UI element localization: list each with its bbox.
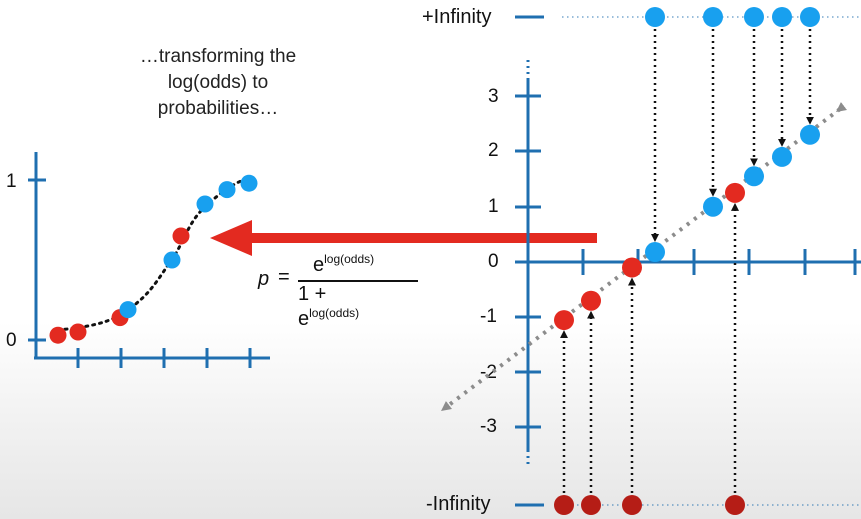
formula-fraction-bar (298, 280, 418, 282)
formula-denominator-exponent: log(odds) (309, 306, 360, 320)
left-y-tick-1: 1 (6, 171, 17, 192)
plus-infinity-point-4 (703, 7, 723, 27)
left-sigmoid-curve (56, 175, 252, 332)
formula-denominator: 1 + elog(odds) (298, 283, 359, 331)
formula-numerator: elog(odds) (313, 252, 374, 277)
right-point-1 (581, 290, 601, 311)
left-point-1 (69, 323, 87, 341)
plus-infinity-point-6 (744, 7, 764, 27)
minus-infinity-point-0 (554, 495, 574, 515)
left-point-7 (218, 181, 236, 199)
formula-numerator-base: e (313, 254, 325, 276)
right-points-group (554, 124, 820, 331)
minus-infinity-point-2 (622, 495, 642, 515)
right-point-0 (554, 310, 574, 331)
right-y-tick-minus-3: -3 (480, 416, 497, 437)
plus-infinity-point-7 (772, 7, 792, 27)
formula-denominator-prefix: 1 + e (298, 283, 327, 330)
left-points-group (49, 174, 258, 344)
plus-infinity-point-3 (645, 7, 665, 27)
right-point-5 (725, 182, 745, 203)
right-point-8 (800, 124, 820, 145)
left-axes (28, 152, 270, 368)
left-y-tick-0: 0 (6, 330, 17, 351)
left-point-3 (119, 301, 137, 319)
left-point-5 (172, 227, 190, 245)
transform-arrow (210, 220, 597, 256)
minus-infinity-point-1 (581, 495, 601, 515)
right-point-7 (772, 146, 792, 167)
right-y-tick-3: 3 (488, 86, 499, 107)
infinity-points-group (554, 7, 820, 515)
minus-infinity-point-5 (725, 495, 745, 515)
right-point-3 (645, 242, 665, 263)
right-point-4 (703, 196, 723, 217)
left-point-6 (196, 195, 214, 213)
left-point-4 (163, 251, 181, 269)
left-point-8 (240, 174, 258, 192)
plus-infinity-label: +Infinity (422, 6, 492, 28)
formula-numerator-exponent: log(odds) (324, 252, 375, 266)
caption: …transforming the log(odds) to probabili… (139, 46, 297, 119)
right-point-6 (744, 166, 764, 187)
plus-infinity-point-8 (800, 7, 820, 27)
formula-lhs: p (258, 268, 270, 290)
projection-arrows-group (560, 29, 814, 493)
right-point-2 (622, 257, 642, 278)
minus-infinity-label: -Infinity (426, 493, 491, 515)
formula-equals: = (278, 266, 290, 288)
left-point-0 (49, 326, 67, 344)
